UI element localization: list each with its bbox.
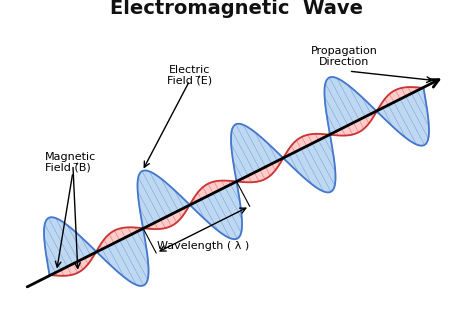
Polygon shape bbox=[377, 87, 423, 111]
Polygon shape bbox=[190, 181, 237, 205]
Polygon shape bbox=[138, 170, 190, 228]
Text: Wavelength ( λ ): Wavelength ( λ ) bbox=[157, 241, 249, 251]
Text: Electric
Field (⃗E): Electric Field (⃗E) bbox=[167, 65, 212, 86]
Text: Magnetic
Field (⃗B): Magnetic Field (⃗B) bbox=[45, 152, 96, 173]
Polygon shape bbox=[143, 205, 190, 229]
Polygon shape bbox=[284, 133, 335, 192]
Polygon shape bbox=[377, 88, 429, 146]
Polygon shape bbox=[324, 77, 378, 134]
Polygon shape bbox=[44, 217, 96, 275]
Polygon shape bbox=[331, 111, 377, 136]
Polygon shape bbox=[237, 158, 284, 182]
Title: Electromagnetic  Wave: Electromagnetic Wave bbox=[110, 0, 363, 18]
Polygon shape bbox=[50, 252, 96, 276]
Polygon shape bbox=[283, 134, 331, 158]
Polygon shape bbox=[190, 180, 242, 239]
Polygon shape bbox=[231, 124, 284, 181]
Polygon shape bbox=[96, 228, 149, 286]
Polygon shape bbox=[96, 227, 143, 252]
Text: Propagation
Direction: Propagation Direction bbox=[311, 46, 377, 68]
